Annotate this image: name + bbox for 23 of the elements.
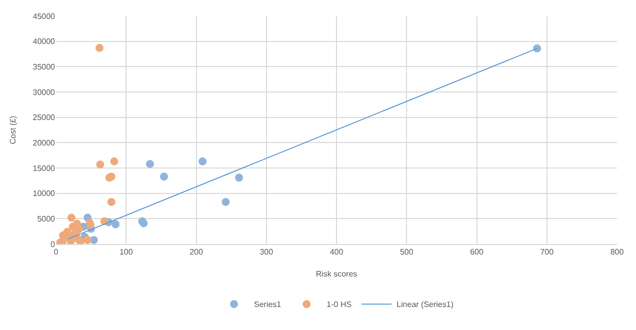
y-tick-label: 10000 xyxy=(32,189,56,198)
y-tick-label: 25000 xyxy=(32,113,56,122)
legend-label: 1-0 HS xyxy=(326,300,352,310)
x-tick-label: 200 xyxy=(190,248,204,257)
legend-label: Linear (Series1) xyxy=(396,300,454,310)
y-tick-label: 35000 xyxy=(32,62,56,72)
y-tick-label: 15000 xyxy=(32,164,56,173)
y-tick-label: 20000 xyxy=(32,138,56,148)
y-tick-label: 30000 xyxy=(32,88,56,97)
x-axis-title: Risk scores xyxy=(316,270,358,279)
y-axis-title: Cost (£) xyxy=(8,115,18,144)
y-tick-label: 0 xyxy=(50,240,56,249)
y-tick-label: 40000 xyxy=(32,37,56,46)
x-tick-label: 300 xyxy=(260,248,274,257)
x-tick-label: 700 xyxy=(540,248,554,257)
x-tick-label: 800 xyxy=(610,248,624,257)
x-tick-label: 600 xyxy=(470,248,484,257)
x-tick-label: 400 xyxy=(330,248,344,257)
y-tick-label: 5000 xyxy=(37,214,56,224)
legend-label: Series1 xyxy=(254,300,282,310)
y-tick-label: 45000 xyxy=(32,12,56,21)
x-tick-label: 500 xyxy=(400,248,414,257)
x-tick-label: 100 xyxy=(119,248,134,257)
